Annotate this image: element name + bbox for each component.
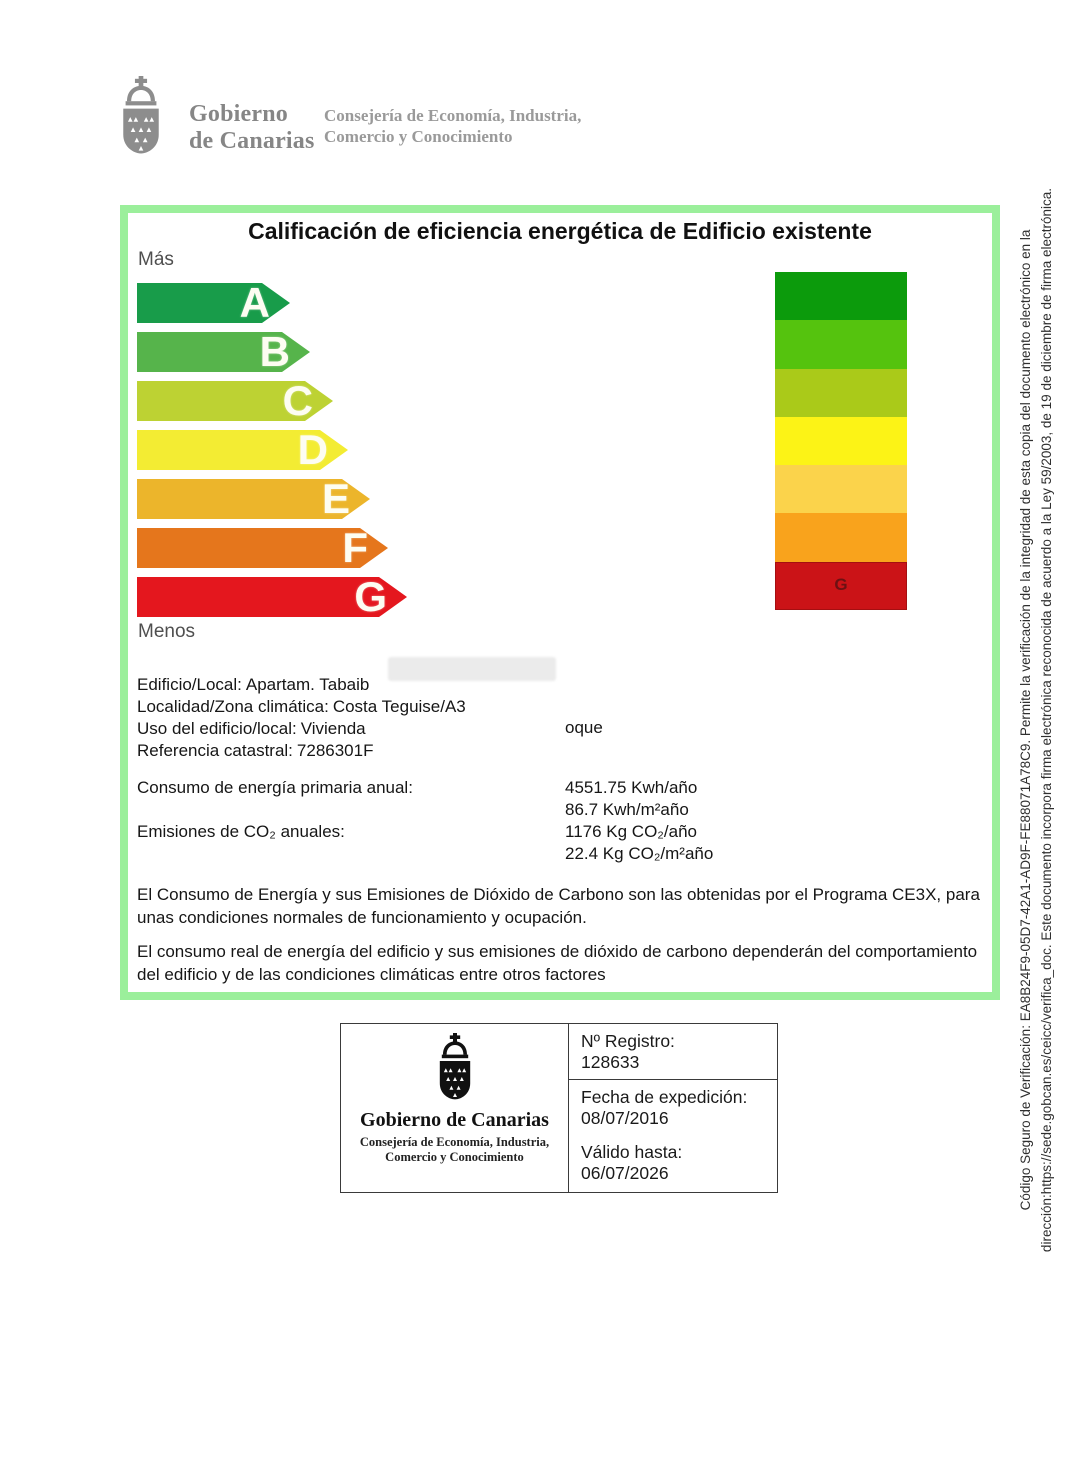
- department-name-line1: Consejería de Economía, Industria,: [324, 106, 582, 125]
- info-value: 7286301F: [296, 741, 374, 760]
- building-row-referencia: Referencia catastral: 7286301F: [137, 740, 373, 762]
- rating-letter-a: A: [239, 279, 270, 326]
- rating-arrow-g: G: [137, 577, 407, 617]
- registry-dept-name: Consejería de Economía, Industria, Comer…: [360, 1135, 549, 1165]
- result-selected-letter: G: [834, 575, 848, 595]
- registry-org-name: Gobierno de Canarias: [360, 1109, 549, 1131]
- co2-value-m2: 22.4 Kg CO₂/m²año: [565, 844, 714, 863]
- building-row-uso: Uso del edificio/local: Vivienda: [137, 718, 366, 740]
- rating-arrow-c: C: [137, 381, 333, 421]
- result-band-a: [775, 272, 907, 321]
- result-band-c: [775, 368, 907, 417]
- rating-letter-g: G: [354, 573, 387, 620]
- co2-value-year: 1176 Kg CO₂/año: [565, 822, 697, 841]
- result-band-d: [775, 416, 907, 466]
- building-row-localidad: Localidad/Zona climática: Costa Teguise/A…: [137, 696, 466, 718]
- verification-code-line: Código Seguro de Verificación: EA8B24F9-…: [1018, 229, 1033, 1211]
- info-label: Edificio/Local:: [137, 675, 242, 694]
- rating-arrow-f: F: [137, 528, 388, 568]
- info-value: Apartam. Tabaib: [245, 675, 370, 694]
- primary-energy-value-year: 4551.75 Kwh/año: [565, 778, 698, 797]
- redacted-text-fragment: oque: [565, 718, 603, 737]
- building-row-edificio: Edificio/Local: Apartam. Tabaib: [137, 674, 369, 696]
- result-band-e: [775, 465, 907, 514]
- issue-date-value: 08/07/2016: [581, 1108, 669, 1128]
- result-band-f: [775, 513, 907, 562]
- verification-text: Código Seguro de Verificación: EA8B24F9-…: [1015, 150, 1057, 1290]
- registry-dates-cell: Fecha de expedición: 08/07/2016 Válido h…: [569, 1080, 777, 1191]
- scale-less-label: Menos: [138, 621, 196, 642]
- valid-until-label: Válido hasta:: [581, 1142, 683, 1162]
- verification-url-line: dirección:https://sede.gobcan.es/ceicc/v…: [1039, 187, 1054, 1253]
- co2-emissions-label: Emisiones de CO₂ anuales:: [137, 822, 345, 841]
- rating-letter-f: F: [342, 524, 368, 571]
- spacer: [581, 1129, 765, 1142]
- primary-energy-value-m2: 86.7 Kwh/m²año: [565, 800, 689, 819]
- registry-number-cell: Nº Registro: 128633: [569, 1024, 777, 1080]
- rating-letter-b: B: [259, 328, 290, 375]
- info-value: Vivienda: [300, 719, 366, 738]
- department-name-line2: Comercio y Conocimiento: [324, 127, 513, 146]
- department-name: Consejería de Economía, Industria, Comer…: [324, 105, 581, 147]
- registry-box: Gobierno de Canarias Consejería de Econo…: [340, 1023, 778, 1193]
- scale-more-label: Más: [138, 249, 174, 270]
- info-label: Referencia catastral:: [137, 741, 293, 760]
- canarias-coat-of-arms-icon: [123, 76, 159, 154]
- certificate-title: Calificación de eficiencia energética de…: [248, 218, 872, 244]
- registry-number-value: 128633: [581, 1052, 640, 1072]
- primary-energy-label: Consumo de energía primaria anual:: [137, 778, 413, 797]
- note-programa-ce3x: El Consumo de Energía y sus Emisiones de…: [137, 885, 980, 927]
- rating-letter-d: D: [297, 426, 328, 473]
- rating-arrow-d: D: [137, 430, 348, 470]
- result-band-g-selected: G: [775, 561, 907, 610]
- canarias-coat-of-arms-icon: [439, 1033, 470, 1100]
- registry-org-cell: Gobierno de Canarias Consejería de Econo…: [341, 1024, 569, 1192]
- valid-until-value: 06/07/2026: [581, 1163, 669, 1183]
- gov-name: Gobierno de Canarias: [189, 101, 315, 155]
- note-consumo-real: El consumo real de energía del edificio …: [137, 942, 978, 984]
- gov-name-line2: de Canarias: [189, 128, 315, 154]
- registry-dept-line1: Consejería de Economía, Industria,: [359, 1135, 550, 1149]
- registry-dept-line2: Comercio y Conocimiento: [385, 1150, 524, 1164]
- rating-letter-e: E: [321, 475, 350, 522]
- rating-arrow-b: B: [137, 332, 310, 372]
- verification-sidebar: Código Seguro de Verificación: EA8B24F9-…: [1006, 150, 1066, 1290]
- issue-date-label: Fecha de expedición:: [581, 1087, 748, 1107]
- redaction-smudge: [388, 657, 556, 681]
- rating-letter-c: C: [282, 377, 313, 424]
- result-color-scale: G: [775, 272, 907, 610]
- registry-data-cells: Nº Registro: 128633 Fecha de expedición:…: [569, 1024, 777, 1192]
- info-label: Uso del edificio/local:: [137, 719, 297, 738]
- info-label: Localidad/Zona climática:: [137, 697, 329, 716]
- gov-name-line1: Gobierno: [189, 101, 288, 127]
- rating-arrow-a: A: [137, 283, 290, 323]
- info-value: Costa Teguise/A3: [332, 697, 466, 716]
- rating-arrow-e: E: [137, 479, 370, 519]
- result-band-b: [775, 320, 907, 369]
- registry-number-label: Nº Registro:: [581, 1031, 675, 1051]
